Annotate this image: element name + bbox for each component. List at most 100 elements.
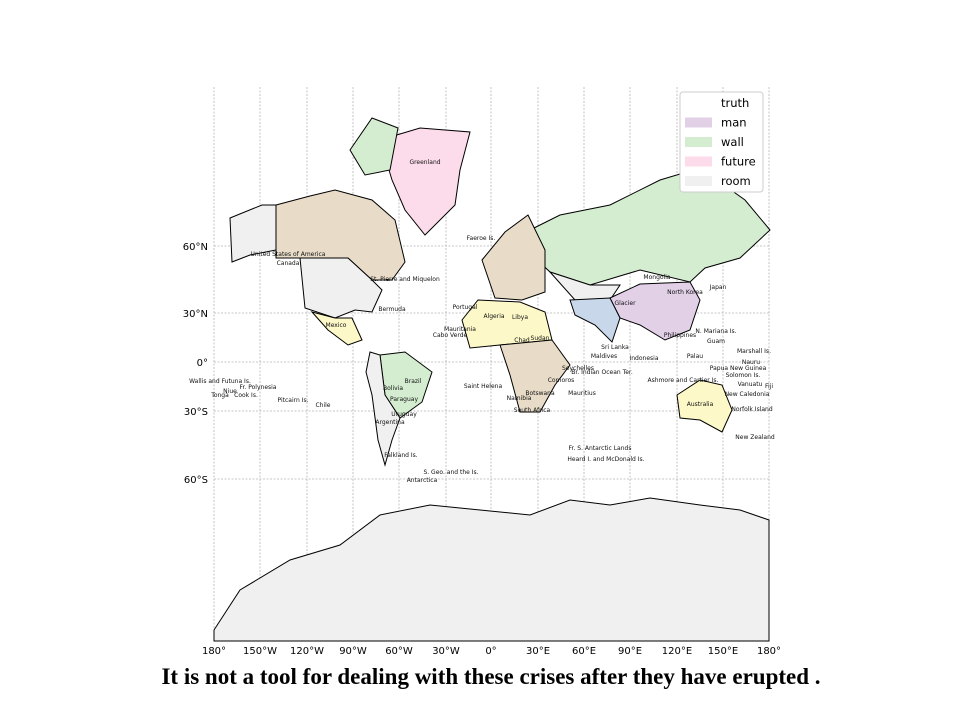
country-label: North Korea — [667, 289, 703, 296]
country-label: Tonga — [210, 392, 229, 399]
y-tick-label: 0° — [197, 358, 208, 369]
legend-label: man — [721, 116, 747, 130]
legend-box — [679, 91, 764, 193]
country-label: Br. Indian Ocean Ter. — [571, 369, 633, 376]
y-tick-label: 60°N — [183, 242, 208, 253]
legend-label: future — [721, 155, 756, 169]
antarctica — [213, 497, 770, 642]
country-label: Brazil — [405, 378, 422, 385]
country-label: Papua New Guinea — [710, 365, 767, 372]
country-label: Seychelles — [562, 365, 594, 372]
country-label: Comoros — [548, 377, 575, 384]
country-label: Wallis and Futuna Is. — [189, 378, 251, 385]
x-tick-label: 150°W — [243, 646, 277, 657]
country-label: S. Geo. and the Is. — [423, 469, 478, 476]
country-label: Falkland Is. — [384, 452, 417, 459]
country-label: Vanuatu — [738, 381, 763, 388]
country-label: Mexico — [326, 322, 347, 329]
australia — [676, 379, 733, 433]
greenland — [379, 127, 471, 236]
country-label: Sudan — [531, 335, 550, 342]
country-label: N. Mariana Is. — [695, 328, 736, 335]
africa-south — [499, 339, 571, 413]
country-label: Sri Lanka — [601, 344, 629, 351]
europe — [481, 214, 546, 301]
country-label: Namibia — [507, 395, 532, 402]
country-label: South Africa — [514, 407, 551, 414]
x-tick-label: 0° — [485, 646, 496, 657]
country-label: Antarctica — [407, 477, 438, 484]
x-tick-label: 60°W — [385, 646, 413, 657]
country-label: Philippines — [664, 332, 696, 339]
south-america-south — [365, 351, 401, 467]
landmasses — [213, 117, 771, 642]
x-tick-label: 30°W — [432, 646, 460, 657]
country-label: New Caledonia — [725, 391, 770, 398]
country-label: Chile — [315, 402, 330, 409]
country-label: Palau — [687, 353, 703, 360]
country-label: Nauru — [742, 359, 760, 366]
legend-swatch — [685, 98, 712, 108]
x-tick-label: 90°W — [339, 646, 367, 657]
x-tick-label: 120°W — [290, 646, 324, 657]
country-label: Faeroe Is. — [467, 235, 496, 242]
map-labels: Greenland United States of America Canada F… — [189, 159, 775, 484]
country-label: Marshall Is. — [737, 348, 771, 355]
legend-label: wall — [721, 135, 744, 149]
china — [609, 281, 701, 341]
country-label: United States of America — [251, 251, 326, 258]
x-tick-label: 120°E — [662, 646, 692, 657]
country-label: Fr. Polynesia — [239, 384, 276, 391]
legend-swatch — [685, 156, 712, 167]
x-tick-label: 90°E — [618, 646, 642, 657]
usa — [299, 257, 383, 319]
country-label: Chad — [514, 337, 530, 344]
country-label: Maldives — [591, 353, 617, 360]
africa-north — [461, 299, 553, 349]
country-label: Greenland — [409, 159, 440, 166]
country-label: Pitcairn Is. — [277, 397, 308, 404]
x-tick-label: 180° — [202, 646, 226, 657]
country-label: New Zealand — [735, 434, 775, 441]
legend-label: truth — [721, 96, 749, 110]
y-tick-label: 30°S — [184, 407, 208, 418]
country-label: Fr. S. Antarctic Lands — [569, 445, 632, 452]
kazakhstan — [548, 270, 621, 301]
x-tick-label: 30°E — [526, 646, 550, 657]
country-label: Portugal — [453, 304, 478, 311]
country-label: Heard I. and McDonald Is. — [567, 456, 644, 463]
country-label: Bolivia — [383, 385, 403, 392]
y-tick-label: 30°N — [183, 309, 208, 320]
tick-labels: 180° 150°W 120°W 90°W 60°W 30°W 0° 30°E 60°E 90°E… — [183, 242, 781, 657]
legend-swatch — [685, 117, 712, 128]
country-label: Indonesia — [629, 355, 658, 362]
y-tick-label: 60°S — [184, 475, 208, 486]
legend: truth man wall future room — [679, 91, 764, 193]
south-asia — [569, 297, 621, 343]
country-label: Ashmore and Cartier Is. — [648, 377, 719, 384]
country-label: Bermuda — [378, 306, 406, 313]
mexico — [310, 311, 363, 346]
caption: It is not a tool for dealing with these … — [161, 664, 820, 689]
country-label: Norfolk Island — [731, 406, 773, 413]
legend-swatch — [685, 137, 712, 147]
country-label: Niue — [223, 388, 237, 395]
country-label: Libya — [512, 314, 528, 321]
country-label: Saint Helena — [464, 383, 503, 390]
legend-label: room — [721, 174, 751, 188]
x-tick-label: 180° — [757, 646, 781, 657]
country-label: Japan — [709, 284, 727, 291]
country-label: Fiji — [765, 383, 773, 390]
country-label: Uruguay — [391, 411, 417, 418]
country-label: Mauritania — [444, 326, 476, 333]
x-tick-label: 60°E — [572, 646, 596, 657]
country-label: Mongolia — [643, 274, 670, 281]
country-label: Argentina — [375, 419, 405, 426]
country-label: Canada — [277, 260, 300, 267]
country-label: St. Pierre and Miquelon — [370, 276, 440, 283]
country-label: Glacier — [614, 300, 636, 307]
country-label: Paraguay — [390, 396, 418, 403]
arctic-island — [349, 117, 399, 176]
country-label: Australia — [687, 401, 714, 408]
